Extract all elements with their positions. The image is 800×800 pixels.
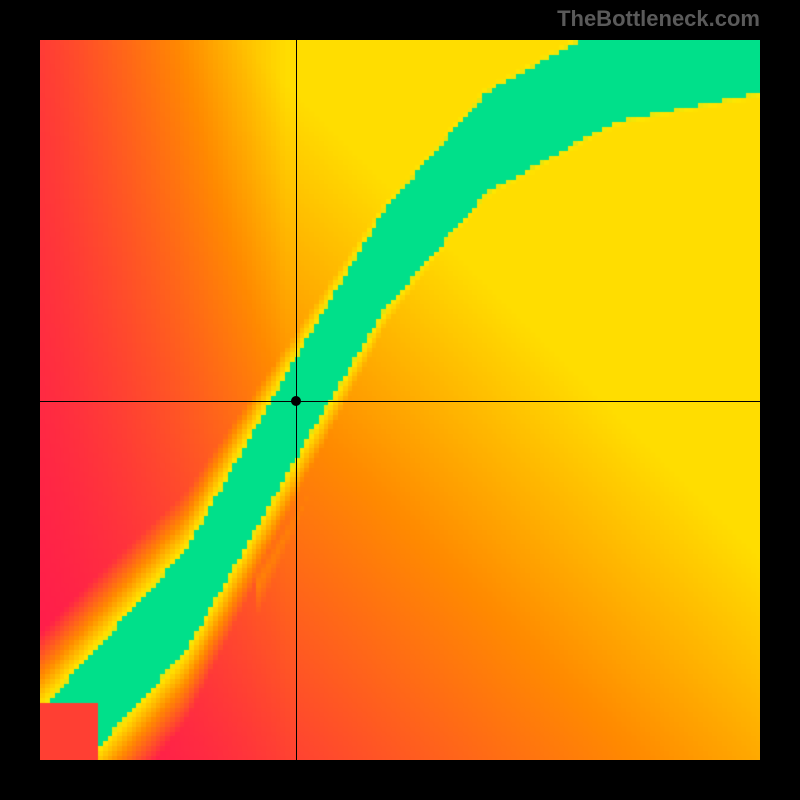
heatmap-plot (40, 40, 760, 760)
marker-dot (291, 396, 301, 406)
watermark-text: TheBottleneck.com (557, 6, 760, 32)
crosshair-horizontal (40, 401, 760, 402)
heatmap-canvas (40, 40, 760, 760)
